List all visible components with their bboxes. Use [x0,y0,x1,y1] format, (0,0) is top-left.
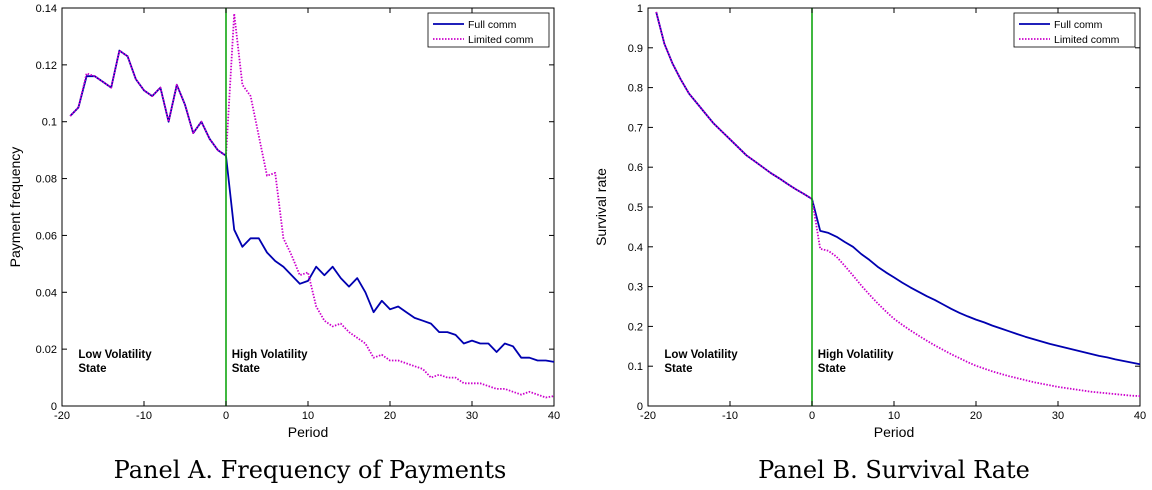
panel-b-y-tick-label: 0.8 [628,83,643,95]
panel-a: -20 -10 0 10 20 30 40 0 0.02 0.04 0.06 0.08 0.1 0.12 0… [7,3,560,484]
panel-b-series-layer [655,11,1141,397]
panel-a-annotation-high-volatility-line-0: High Volatility [232,349,308,361]
panel-b-y-tick-label: 0.9 [628,43,643,55]
panel-b-y-tick-label: 0 [637,401,643,413]
panel-a-y-tick-label: 0 [51,401,57,413]
panel-b-legend-label-full: Full comm [1054,19,1103,31]
panel-a-y-tick-label: 0.14 [36,3,57,15]
panel-b-y-tick-label: 1 [637,3,643,15]
panel-a-series-layer [69,12,555,399]
panel-b-y-tick-label: 0.3 [628,282,643,294]
panel-a-legend: Full comm Limited comm [427,12,550,48]
panel-b-y-tick-label: 0.5 [628,202,643,214]
panel-b-legend-box [1013,12,1136,48]
panel-a-x-tick-label: -10 [136,410,152,422]
panel-a-x-tick-label: 10 [302,410,314,422]
panel-b-x-tick-label: 0 [809,410,815,422]
panel-b-caption: Panel B. Survival Rate [758,456,1030,484]
panel-b-legend-label-limited: Limited comm [1054,34,1120,46]
panel-a-annotation-low-volatility-line-1: State [78,363,106,375]
panel-a-x-tick-label: 40 [548,410,560,422]
panel-b-plot-area [647,7,1141,407]
panel-b-y-tick-label: 0.4 [628,242,643,254]
panel-b-x-tick-label: 30 [1052,410,1064,422]
panel-b-annotation-high-volatility-line-1: State [818,363,846,375]
panel-b-ticks: -20 -10 0 10 20 30 40 0 0.1 0.2 0.3 0.4 0.5 0.6 0.7 0.8… [628,3,1146,422]
panel-b-x-tick-label: 40 [1134,410,1146,422]
panel-b-y-tick-label: 0.7 [628,122,643,134]
panel-a-annotations: Low Volatility State High Volatility State [78,349,308,375]
panel-a-y-tick-label: 0.12 [36,60,57,72]
panel-b-annotation-high-volatility-line-0: High Volatility [818,349,894,361]
panel-a-y-tick-label: 0.06 [36,230,57,242]
panel-a-x-axis-label: Period [288,424,328,440]
panel-a-x-tick-label: 20 [384,410,396,422]
panel-b-x-tick-label: 10 [888,410,900,422]
panel-a-plot-area [61,7,555,407]
panel-a-y-tick-label: 0.1 [42,117,57,129]
panel-a-y-tick-label: 0.04 [36,287,57,299]
panel-b-x-tick-label: -10 [722,410,738,422]
panel-b-y-tick-label: 0.6 [628,162,643,174]
panel-b-y-tick-label: 0.2 [628,321,643,333]
panel-a-series-full-comm-line [69,49,555,363]
panel-a-legend-box [427,12,550,48]
panel-b-annotation-low-volatility-line-0: Low Volatility [664,349,738,361]
panel-b-annotation-low-volatility-line-1: State [664,363,692,375]
panel-b-x-tick-label: 20 [970,410,982,422]
panel-b-series-limited-comm-line [655,11,1141,397]
panel-a-legend-label-limited: Limited comm [468,34,534,46]
panel-a-y-tick-label: 0.02 [36,344,57,356]
panel-a-annotation-high-volatility-line-1: State [232,363,260,375]
panel-b: -20 -10 0 10 20 30 40 0 0.1 0.2 0.3 0.4 0.5 0.6 0.7 0.8… [593,3,1146,484]
panel-a-y-tick-label: 0.08 [36,174,57,186]
panel-b-annotations: Low Volatility State High Volatility State [664,349,894,375]
panel-a-x-tick-label: 0 [223,410,229,422]
panel-a-annotation-low-volatility-line-0: Low Volatility [78,349,152,361]
panel-b-legend: Full comm Limited comm [1013,12,1136,48]
panel-a-x-tick-label: -20 [54,410,70,422]
panel-a-x-tick-label: 30 [466,410,478,422]
panel-a-legend-label-full: Full comm [468,19,517,31]
panel-b-x-tick-label: -20 [640,410,656,422]
panel-b-y-axis-label: Survival rate [593,168,609,246]
panel-b-x-axis-label: Period [874,424,914,440]
panel-a-y-axis-label: Payment frequency [7,147,23,268]
panel-b-y-tick-label: 0.1 [628,361,643,373]
panel-a-caption: Panel A. Frequency of Payments [114,456,507,484]
panel-a-ticks: -20 -10 0 10 20 30 40 0 0.02 0.04 0.06 0.08 0.1 0.12 0… [36,3,561,422]
